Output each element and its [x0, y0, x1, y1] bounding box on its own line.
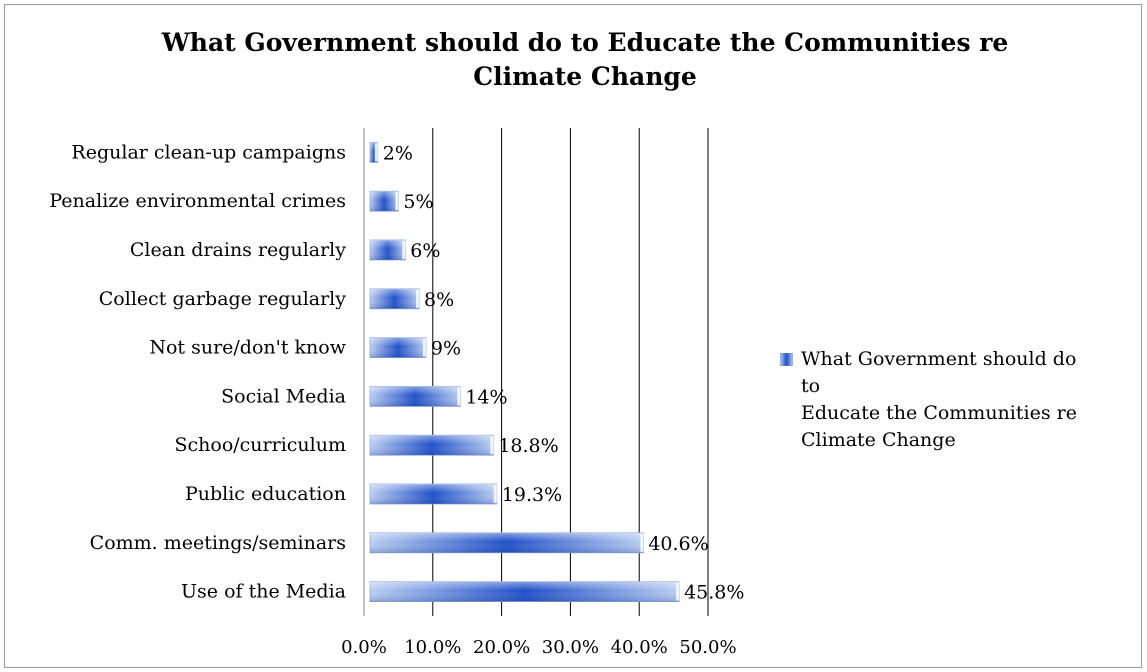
category-label: Social Media [221, 385, 346, 407]
x-tick-labels: 0.0% 10.0% 20.0% 30.0% 40.0% 50.0% [341, 637, 736, 658]
bar-shine [370, 386, 461, 407]
x-tick-label: 40.0% [611, 637, 668, 658]
legend-label-line-3: Climate Change [801, 429, 956, 451]
value-label: 8% [424, 289, 454, 311]
bar-shine [370, 337, 426, 358]
category-label: Penalize environmental crimes [49, 190, 346, 212]
category-label: Schoo/curriculum [174, 434, 346, 456]
bar-end-cap [402, 241, 406, 259]
bar-end-cap [640, 533, 644, 552]
value-label: 14% [465, 386, 507, 408]
bar-shine [370, 240, 406, 260]
value-label: 6% [410, 240, 440, 262]
x-tick-label: 30.0% [542, 637, 599, 658]
value-label: 19.3% [502, 484, 562, 506]
bar-end-cap [457, 387, 461, 406]
bar-end-cap [493, 485, 497, 503]
value-label: 2% [383, 142, 413, 164]
category-label: Comm. meetings/seminars [90, 532, 346, 554]
value-label: 5% [403, 191, 433, 213]
legend-label: What Government should do to Educate the… [801, 346, 1101, 454]
value-label: 40.6% [648, 533, 708, 555]
legend-swatch [780, 353, 793, 366]
bar-shine [370, 532, 644, 553]
bar-end-cap [422, 338, 426, 357]
bar-shine [370, 191, 399, 212]
category-label: Public education [185, 483, 346, 505]
chart-title: What Government should do to Educate the… [0, 26, 1147, 94]
value-label: 9% [431, 338, 461, 360]
bar-shine [370, 288, 420, 309]
chart-title-line-1: What Government should do to Educate the… [161, 28, 1009, 57]
x-tick-label: 50.0% [679, 637, 736, 658]
bar-end-cap [374, 143, 378, 162]
bar-shine [370, 484, 497, 504]
category-label: Collect garbage regularly [99, 288, 346, 310]
category-label: Clean drains regularly [130, 239, 346, 261]
bars [369, 141, 680, 602]
bar-shine [370, 142, 378, 163]
bar-shine [370, 581, 680, 602]
bar-end-cap [490, 436, 494, 455]
bar-end-cap [676, 582, 680, 601]
legend-label-line-1: What Government should do to [801, 348, 1077, 397]
x-tick-label: 10.0% [404, 637, 461, 658]
bar-end-cap [416, 289, 420, 308]
bar-shine [370, 435, 494, 456]
legend-label-line-2: Educate the Communities re [801, 402, 1077, 424]
category-label: Regular clean-up campaigns [71, 141, 346, 163]
bar-end-cap [395, 192, 399, 211]
category-labels: Regular clean-up campaigns Penalize envir… [49, 141, 346, 602]
value-label: 18.8% [498, 435, 558, 457]
value-label: 45.8% [684, 582, 744, 604]
category-label: Not sure/don't know [149, 337, 346, 359]
x-tick-label: 0.0% [341, 637, 387, 658]
category-label: Use of the Media [181, 581, 346, 603]
x-tick-label: 20.0% [473, 637, 530, 658]
chart-title-line-2: Climate Change [473, 62, 697, 91]
value-labels: 2% 5% 6% 8% 9% 14% 18.8% 19.3% 40.6% 45.8% [383, 142, 745, 603]
chart-frame [4, 4, 1142, 668]
